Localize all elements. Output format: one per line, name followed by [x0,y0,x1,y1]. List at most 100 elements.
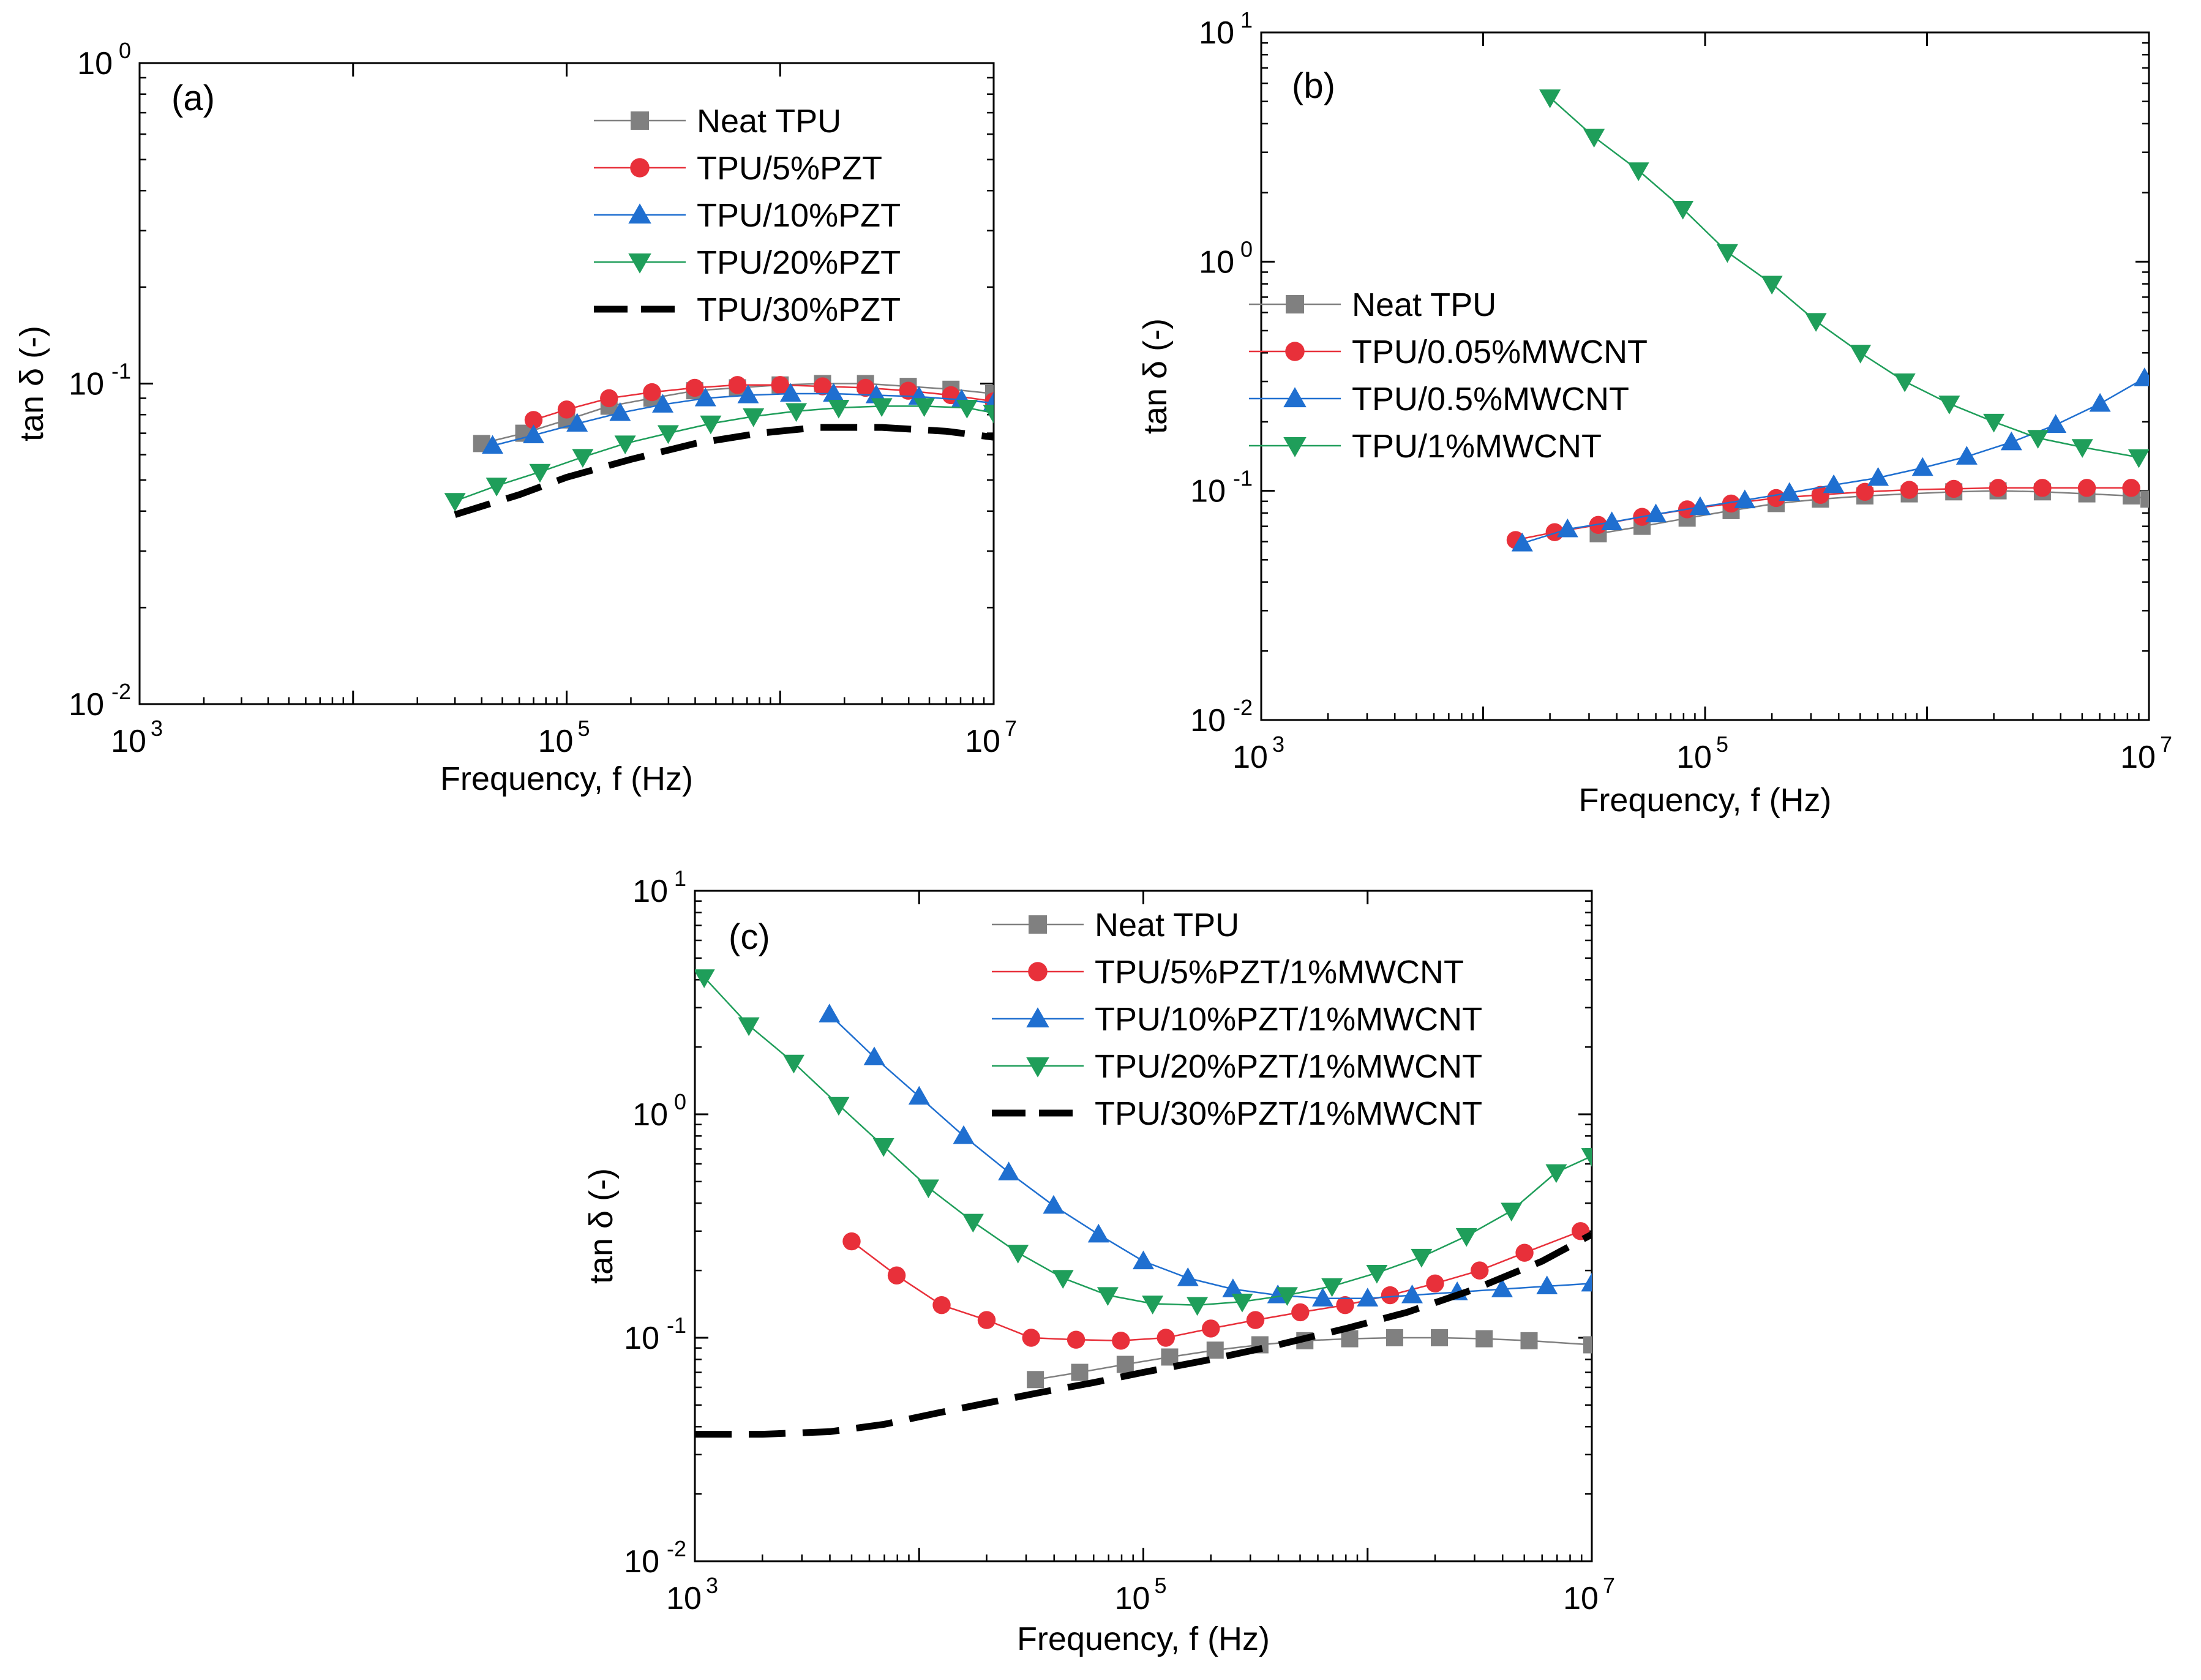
data-point [737,384,759,403]
data-point [1161,1348,1179,1366]
legend-swatch-marker [1283,387,1307,408]
data-point [1823,474,1845,493]
legend: Neat TPU TPU/5%PZT/1%MWCNT TPU/10%PZT/1%MW… [992,907,1482,1132]
y-tick-label: 10 [632,874,668,909]
legend-swatch-marker [630,158,650,178]
data-point [813,377,832,396]
data-point [956,400,978,419]
x-tick-label-exponent: 5 [1154,1573,1166,1598]
legend: Neat TPU TPU/5%PZT TPU/10%PZT TPU/20%PZT TPU… [594,103,901,328]
data-point [1087,1223,1109,1243]
data-point [872,1138,894,1157]
data-point [871,398,893,417]
x-tick-label: 10 [1115,1581,1150,1616]
data-point [932,1296,951,1314]
data-point [1645,503,1667,523]
data-point [1336,1296,1354,1314]
plot-area [695,969,1592,1438]
data-point [1471,1261,1489,1280]
data-point [917,1179,939,1199]
y-tick-label-exponent: -1 [1233,466,1253,491]
data-point [572,449,594,468]
data-point [1556,518,1578,538]
y-tick-label-exponent: 0 [119,38,131,63]
data-point [728,376,747,394]
data-point [2122,479,2140,497]
y-tick-label-exponent: 1 [674,866,686,891]
data-point [908,1086,930,1105]
x-tick-label-exponent: 5 [1716,732,1728,757]
data-point [522,424,544,443]
data-point [1133,1250,1154,1270]
data-point [1097,1287,1119,1307]
y-tick-label: 10 [624,1544,659,1580]
data-point [1312,1288,1334,1307]
series-line-4 [695,1231,1592,1438]
y-tick-label: 10 [1190,474,1226,509]
x-axis-label: Frequency, f (Hz) [1017,1621,1270,1657]
data-point [1716,244,1738,263]
data-point [657,425,679,444]
data-point [743,408,765,427]
x-tick-label: 10 [965,724,1000,759]
data-point [695,969,715,988]
series-line-3 [1549,97,2139,459]
y-tick-label-exponent: 0 [1240,236,1253,261]
data-point [1291,1303,1310,1322]
legend-label: TPU/5%PZT [697,150,882,187]
x-tick-label: 10 [538,724,574,759]
data-point [1491,1278,1513,1297]
data-point [1022,1329,1040,1347]
y-tick-label-exponent: -2 [1233,695,1253,720]
data-point [1112,1332,1130,1350]
data-point [1944,479,1963,498]
legend-label: TPU/10%PZT [697,197,901,234]
data-point [962,1213,984,1233]
legend-label: TPU/5%PZT/1%MWCNT [1095,954,1464,991]
x-axis-label: Frequency, f (Hz) [440,760,693,797]
x-tick-label: 10 [1676,740,1712,775]
x-tick-label: 10 [1232,740,1268,775]
data-point [1455,1228,1477,1247]
data-point [1583,129,1605,148]
data-point [842,1232,861,1251]
data-point [1856,482,1874,501]
y-axis-label: tan δ (-) [583,1168,620,1284]
data-point [782,1054,804,1074]
data-point [2128,449,2149,468]
y-axis-label: tan δ (-) [1137,318,1174,434]
data-point [1385,1329,1403,1346]
y-tick-label-exponent: 0 [674,1089,686,1114]
plot-area [1506,89,2149,552]
legend-swatch-marker [628,253,651,274]
data-point [819,1003,841,1022]
data-point [1357,1288,1379,1307]
data-point [887,1266,906,1284]
data-point [828,1097,850,1116]
data-point [609,402,631,421]
data-point [1426,1274,1444,1292]
legend-swatch-marker [1026,1007,1049,1028]
data-point [823,383,845,402]
y-tick-label: 10 [69,367,104,402]
legend-swatch-marker [1028,962,1048,981]
data-point [486,478,508,497]
data-point [2071,439,2093,458]
data-point [1381,1286,1400,1305]
data-point [1052,1270,1074,1289]
legend-swatch-marker [1283,437,1307,457]
y-tick-label-exponent: -2 [667,1536,686,1561]
data-point [2140,490,2149,508]
data-point [1231,1293,1253,1313]
plot-frame [694,890,1593,1562]
x-tick-label-exponent: 5 [577,716,590,741]
data-point [1900,481,1919,499]
legend-swatch-marker [1029,915,1047,934]
data-point [1894,373,1916,392]
data-point [1177,1267,1199,1286]
data-point [1222,1278,1244,1297]
x-tick-label: 10 [111,724,146,759]
data-point [1536,1275,1558,1295]
